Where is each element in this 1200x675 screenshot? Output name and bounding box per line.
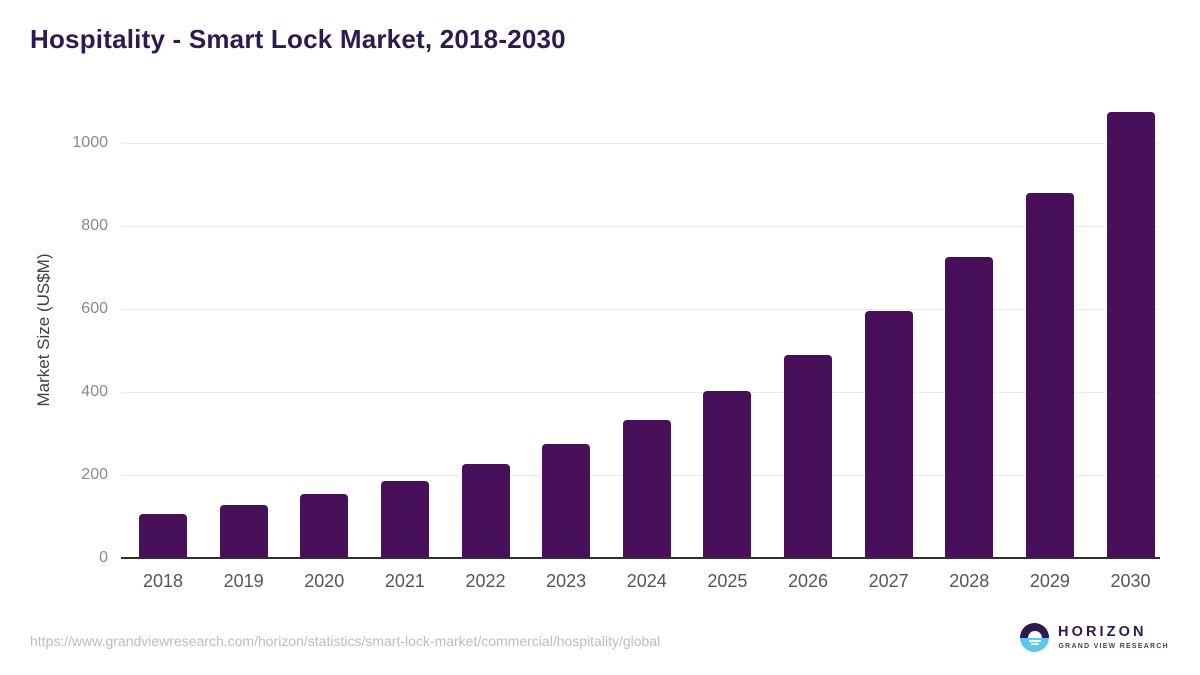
bar-2019 bbox=[219, 504, 268, 558]
logo-sky-half bbox=[1020, 623, 1049, 638]
y-tick-label-200: 200 bbox=[81, 466, 108, 483]
source-url: https://www.grandviewresearch.com/horizo… bbox=[30, 633, 661, 649]
y-tick-label-400: 400 bbox=[81, 383, 108, 400]
gridline-800 bbox=[121, 226, 1160, 227]
x-axis-line bbox=[121, 557, 1160, 559]
logo-wave-icon bbox=[1028, 639, 1041, 642]
logo-wordmark: HORIZON bbox=[1058, 624, 1147, 640]
gridline-400 bbox=[121, 392, 1160, 393]
x-tick-label-2024: 2024 bbox=[626, 571, 667, 591]
bar-2020 bbox=[300, 494, 349, 558]
x-tick-label-2023: 2023 bbox=[546, 571, 587, 591]
logo-subtitle: GRAND VIEW RESEARCH bbox=[1058, 642, 1169, 650]
horizon-logo: HORIZON GRAND VIEW RESEARCH bbox=[1020, 622, 1170, 658]
x-tick-label-2020: 2020 bbox=[304, 571, 345, 591]
logo-sun-icon bbox=[1027, 630, 1042, 638]
bar-2025 bbox=[703, 390, 752, 558]
y-tick-label-800: 800 bbox=[81, 217, 108, 234]
bar-2024 bbox=[622, 419, 671, 558]
x-tick-label-2018: 2018 bbox=[142, 571, 184, 591]
bar-2029 bbox=[1025, 192, 1074, 558]
bar-2021 bbox=[380, 481, 429, 558]
chart-title: Hospitality - Smart Lock Market, 2018-20… bbox=[30, 24, 566, 54]
bar-2026 bbox=[784, 354, 833, 558]
bar-2022 bbox=[461, 464, 510, 558]
x-tick-label-2022: 2022 bbox=[465, 571, 506, 591]
x-tick-label-2021: 2021 bbox=[384, 571, 425, 591]
logo-wave-icon bbox=[1030, 643, 1039, 645]
bar-2027 bbox=[864, 311, 913, 558]
bar-2028 bbox=[945, 257, 994, 558]
horizon-logo-icon bbox=[1020, 623, 1049, 652]
gridline-1000 bbox=[121, 143, 1160, 144]
x-tick-label-2029: 2029 bbox=[1029, 571, 1070, 591]
x-tick-label-2027: 2027 bbox=[868, 571, 909, 591]
x-tick-label-2025: 2025 bbox=[707, 571, 748, 591]
y-tick-label-1000: 1000 bbox=[72, 134, 108, 151]
bar-2023 bbox=[542, 443, 591, 558]
x-tick-label-2026: 2026 bbox=[788, 571, 829, 591]
bar-2030 bbox=[1106, 111, 1155, 558]
x-tick-label-2028: 2028 bbox=[949, 571, 990, 591]
y-tick-label-600: 600 bbox=[81, 300, 108, 317]
x-tick-label-2019: 2019 bbox=[223, 571, 264, 591]
y-tick-label-0: 0 bbox=[99, 549, 108, 566]
x-tick-label-2030: 2030 bbox=[1110, 571, 1151, 591]
bar-2018 bbox=[139, 514, 187, 558]
gridline-600 bbox=[121, 309, 1160, 310]
